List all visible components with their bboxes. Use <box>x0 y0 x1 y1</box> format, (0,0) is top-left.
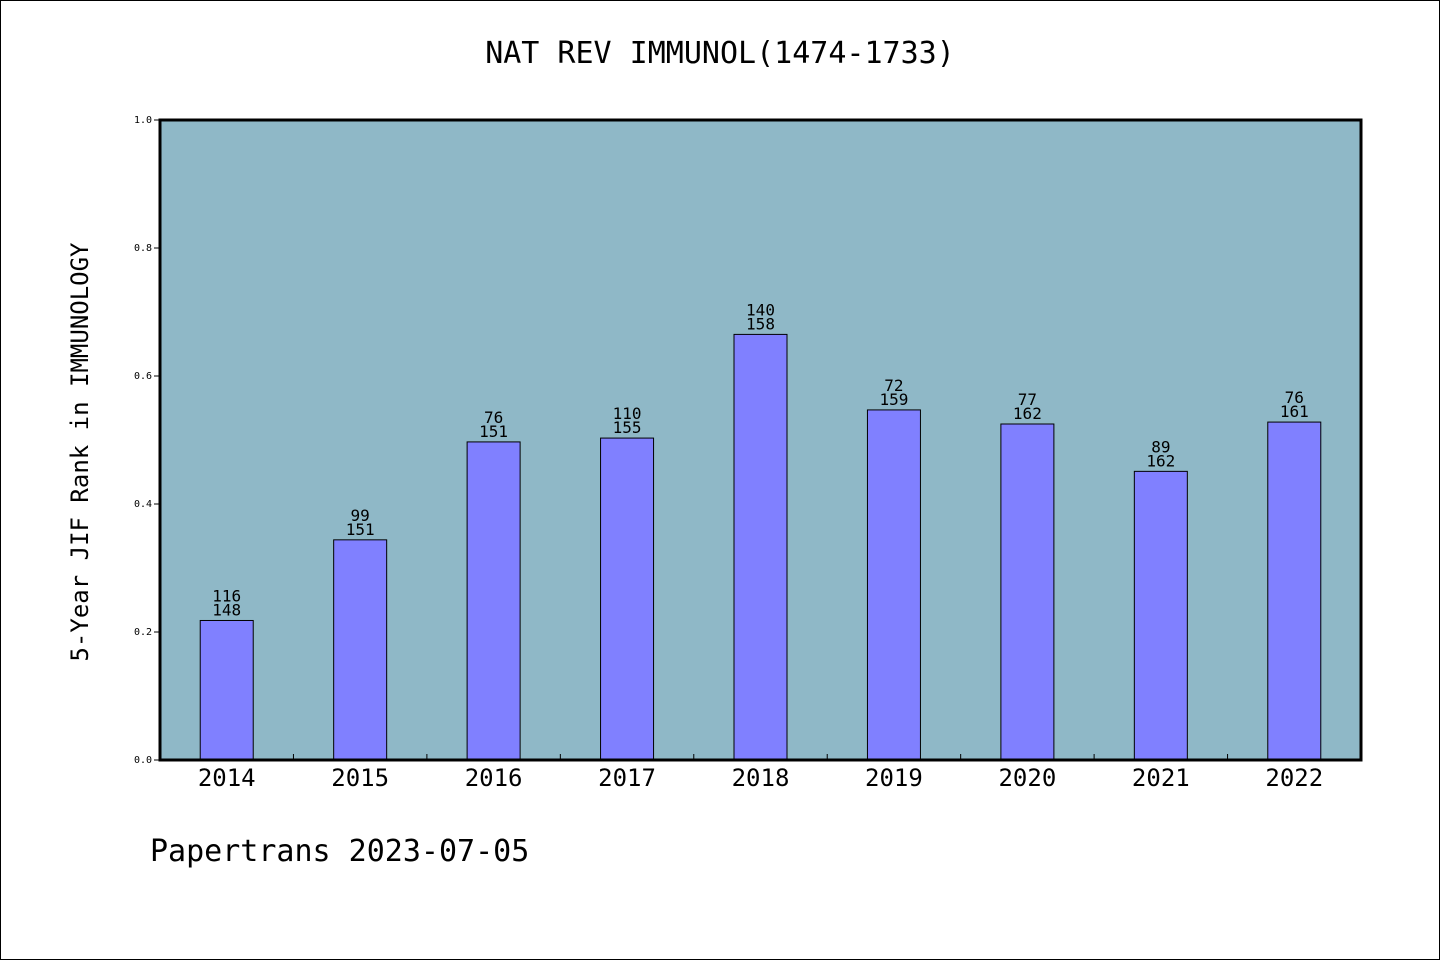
bar-rank-label: 116 <box>212 586 241 605</box>
bar-total-label: 159 <box>879 390 908 409</box>
footer-credit: Papertrans 2023-07-05 <box>150 834 530 869</box>
y-tick-label: 0.8 <box>134 243 152 254</box>
bar-total-label: 155 <box>613 418 642 437</box>
bar-2019 <box>866 409 921 761</box>
bar-rank-label: 110 <box>613 404 642 423</box>
bar-rank-label: 76 <box>1285 388 1304 407</box>
bar-2022 <box>1267 421 1322 761</box>
bar-rank-label: 77 <box>1018 390 1037 409</box>
bar-total-label: 162 <box>1146 451 1175 470</box>
bar-rank-label: 76 <box>484 408 503 427</box>
bar-2017 <box>600 437 655 761</box>
bar-total-label: 162 <box>1013 404 1042 423</box>
bar-total-label: 161 <box>1280 402 1309 421</box>
bar-2021 <box>1133 470 1188 761</box>
y-tick-label: 1.0 <box>134 115 152 126</box>
y-tick-label: 0.4 <box>134 499 152 510</box>
x-tick-label: 2017 <box>598 764 656 792</box>
bar-rank-label: 140 <box>746 300 775 319</box>
bar-2015 <box>333 539 388 761</box>
bar-total-label: 148 <box>212 600 241 619</box>
x-tick-label: 2021 <box>1132 764 1190 792</box>
bar-rank-label: 99 <box>351 506 370 525</box>
x-tick-label: 2022 <box>1265 764 1323 792</box>
x-tick-label: 2020 <box>998 764 1056 792</box>
bar-total-label: 151 <box>346 520 375 539</box>
bar-2020 <box>1000 423 1055 761</box>
x-tick-label: 2019 <box>865 764 923 792</box>
bar-rank-label: 89 <box>1151 437 1170 456</box>
bar-rank-label: 72 <box>884 376 903 395</box>
bar-2018 <box>733 333 788 761</box>
bar-total-label: 158 <box>746 314 775 333</box>
y-tick-label: 0.0 <box>134 755 152 766</box>
bar-2014 <box>199 619 254 761</box>
x-tick-label: 2016 <box>465 764 523 792</box>
bar-2016 <box>466 441 521 761</box>
bar-total-label: 151 <box>479 422 508 441</box>
x-tick-label: 2014 <box>198 764 256 792</box>
x-tick-label: 2015 <box>331 764 389 792</box>
x-tick-label: 2018 <box>732 764 790 792</box>
y-tick-label: 0.2 <box>134 627 152 638</box>
y-tick-label: 0.6 <box>134 371 152 382</box>
plot-border <box>158 118 1363 762</box>
chart-title: NAT REV IMMUNOL(1474-1733) <box>485 36 955 71</box>
